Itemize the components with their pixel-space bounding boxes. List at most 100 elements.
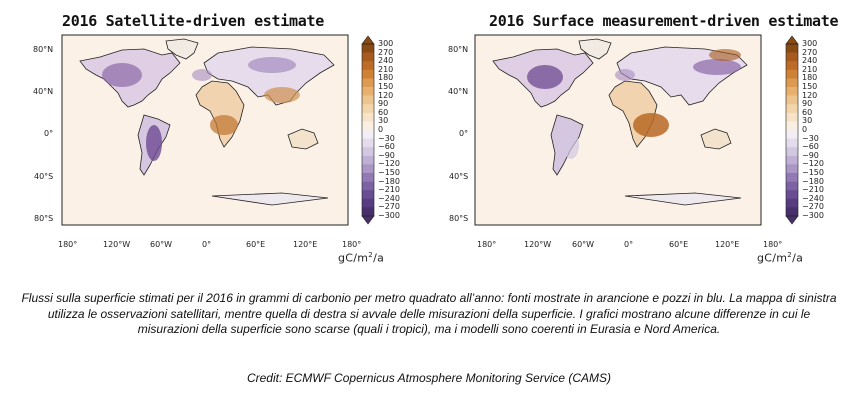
colorbar-segment (362, 207, 374, 217)
colorbar-tick-label: 240 (378, 56, 394, 66)
sink-region (146, 125, 162, 161)
lon-label-180e: 180° (763, 240, 783, 249)
colorbar-tick-label: −30 (378, 133, 395, 143)
colorbar-segment (362, 164, 374, 174)
colorbar-segment (786, 207, 798, 217)
figure-credit: Credit: ECMWF Copernicus Atmosphere Moni… (246, 371, 612, 385)
lon-label-180: 180° (58, 240, 78, 249)
colorbar-tick-label: −270 (378, 202, 400, 212)
sink-region (527, 65, 563, 89)
colorbar-segment (362, 155, 374, 165)
colorbar-segment (786, 173, 798, 182)
colorbar-tick-label: −150 (802, 168, 824, 177)
lat-label-40n: 40°N (33, 87, 54, 96)
lat-label-40n: 40°N (448, 87, 469, 96)
colorbar-segment (362, 104, 374, 114)
lon-label-120e: 120°E (293, 240, 318, 249)
sink-region (248, 57, 296, 73)
colorbar-tick-label: −210 (802, 185, 824, 195)
sink-region (192, 69, 212, 81)
colorbar-tick-label: −150 (378, 168, 400, 177)
colorbar-tick-label: −90 (802, 150, 819, 160)
source-region (264, 87, 300, 103)
colorbar-segment (786, 121, 798, 131)
colorbar-tick-label: −240 (802, 193, 824, 203)
colorbar-segment (786, 130, 798, 139)
colorbar-tick-label: 270 (802, 47, 818, 57)
colorbar-segment (786, 112, 798, 122)
colorbar-tick-label: 270 (378, 47, 394, 57)
source-region (633, 113, 669, 137)
lat-label-80s: 80°S (34, 214, 54, 223)
colorbar-max-arrow (361, 35, 375, 45)
lon-label-60w: 60°W (150, 240, 173, 249)
colorbar-segment (786, 190, 798, 200)
colorbar-tick-label: −180 (802, 176, 824, 186)
lon-label-60e: 60°E (669, 240, 689, 249)
colorbar-tick-label: −60 (378, 142, 395, 152)
colorbar-tick-label: 120 (802, 90, 818, 100)
colorbar-tick-label: −120 (378, 159, 400, 169)
source-region (709, 49, 741, 61)
lat-label-40s: 40°S (34, 172, 54, 181)
colorbar-segment (786, 78, 798, 88)
sink-region (693, 59, 741, 75)
units-label: gC/m2/a (338, 251, 385, 265)
colorbar-segment (786, 164, 798, 174)
colorbar-tick-label: 180 (802, 73, 818, 83)
colorbar-tick-label: −210 (378, 185, 400, 195)
lon-label-0: 0° (202, 240, 212, 249)
surface-map (474, 34, 762, 226)
colorbar-segment (362, 138, 374, 148)
colorbar-min-arrow (361, 215, 375, 225)
colorbar-frame (361, 43, 375, 217)
colorbar-segment (786, 61, 798, 71)
colorbar-segment (786, 198, 798, 208)
lat-label-40s: 40°S (449, 172, 469, 181)
map-title: 2016 Satellite-driven estimate (62, 12, 324, 30)
lon-label-60e: 60°E (246, 240, 266, 249)
colorbar-segment (362, 173, 374, 182)
colorbar-segment (362, 78, 374, 88)
colorbar-segment (362, 87, 374, 96)
sink-region (615, 69, 635, 81)
colorbar-tick-label: −90 (378, 150, 395, 160)
colorbar-tick-label: 180 (378, 73, 394, 83)
lon-label-0: 0° (624, 240, 634, 249)
colorbar-tick-label: 60 (802, 107, 813, 117)
colorbar-segment (786, 52, 798, 62)
lat-label-equator: 0° (44, 129, 54, 138)
colorbar-max-arrow (785, 35, 799, 45)
colorbar-segment (362, 130, 374, 139)
colorbar (361, 35, 375, 225)
units-label: gC/m2/a (757, 251, 804, 265)
colorbar-tick-label: −60 (802, 142, 819, 152)
colorbar-min-arrow (785, 215, 799, 225)
lon-label-60w: 60°W (572, 240, 595, 249)
colorbar-tick-label: 60 (378, 107, 389, 117)
colorbar-tick-label: 210 (802, 64, 818, 74)
lat-label-80s: 80°S (449, 214, 469, 223)
colorbar-tick-label: 0 (378, 125, 384, 134)
colorbar-segment (362, 147, 374, 157)
sink-region (102, 63, 142, 87)
colorbar-segment (786, 181, 798, 191)
colorbar-tick-label: 150 (802, 82, 818, 91)
colorbar-tick-label: −300 (378, 211, 400, 220)
lat-label-equator: 0° (459, 129, 469, 138)
colorbar-tick-label: 90 (802, 99, 813, 109)
colorbar-segment (362, 198, 374, 208)
colorbar-tick-label: 30 (378, 116, 389, 126)
colorbar (785, 35, 799, 225)
source-region (210, 115, 238, 135)
lon-label-180e: 180° (342, 240, 362, 249)
colorbar-tick-label: 150 (378, 82, 394, 91)
lat-label-80n: 80°N (33, 45, 54, 54)
colorbar-tick-label: 30 (802, 116, 813, 126)
colorbar-segment (362, 69, 374, 79)
colorbar-tick-label: −300 (802, 211, 824, 220)
colorbar-tick-label: 90 (378, 99, 389, 109)
colorbar-segment (362, 190, 374, 200)
colorbar-frame (785, 43, 799, 217)
colorbar-segment (786, 138, 798, 148)
